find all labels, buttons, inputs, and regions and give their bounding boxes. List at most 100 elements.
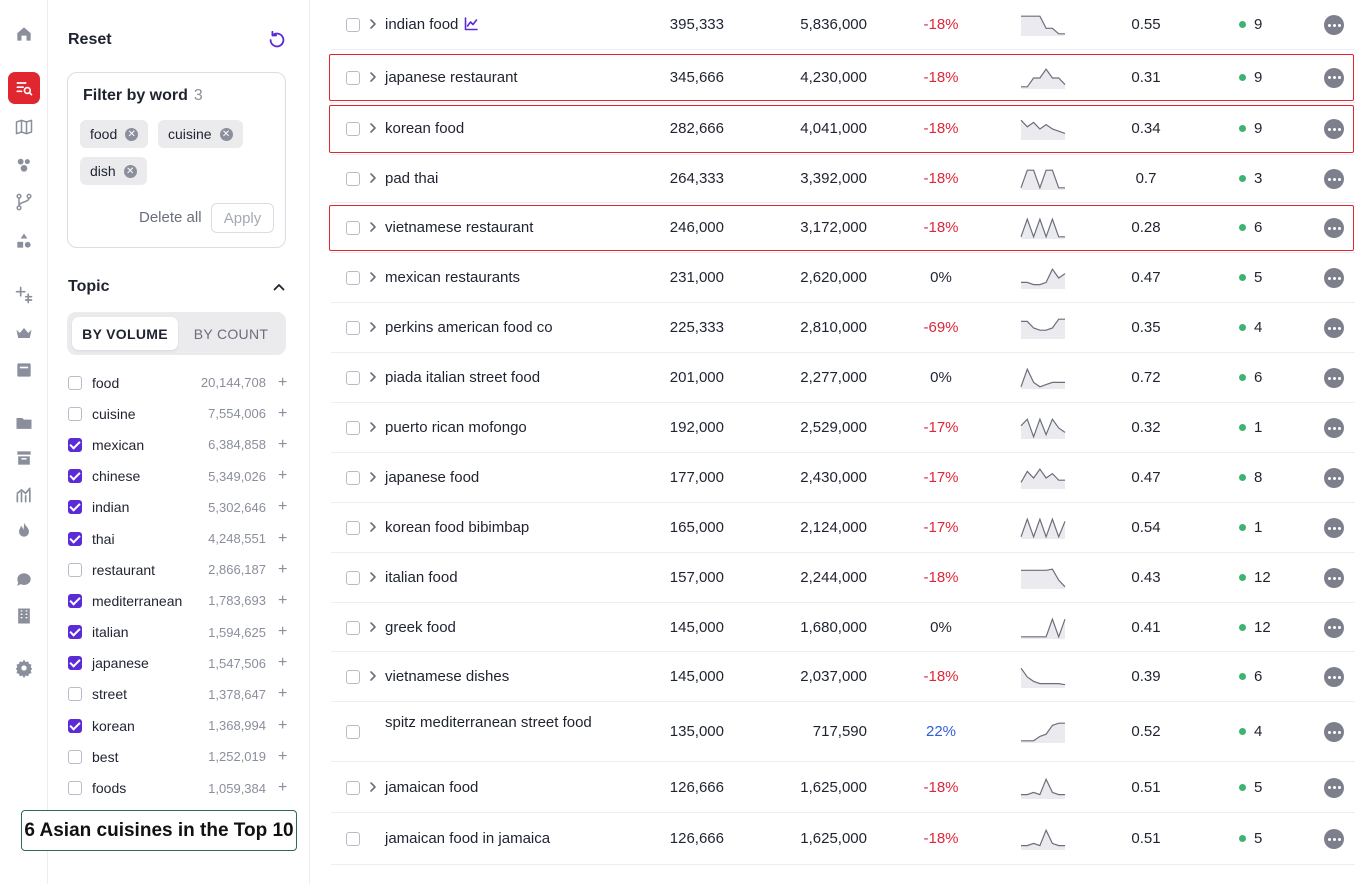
inbox-icon[interactable] xyxy=(12,446,36,470)
keyword-cell[interactable]: piada italian street food xyxy=(385,368,595,387)
topic-item-thai[interactable]: thai 4,248,551 + xyxy=(68,523,288,554)
row-checkbox[interactable] xyxy=(346,725,360,739)
flame-icon[interactable] xyxy=(12,518,36,542)
topic-item-chinese[interactable]: chinese 5,349,026 + xyxy=(68,461,288,492)
chip-dish[interactable]: dish ✕ xyxy=(80,157,147,185)
topic-checkbox[interactable] xyxy=(68,406,82,421)
row-checkbox[interactable] xyxy=(346,521,360,535)
trend-chart-icon[interactable] xyxy=(464,17,479,31)
add-topic-button[interactable]: + xyxy=(278,529,288,547)
chip-food[interactable]: food ✕ xyxy=(80,120,149,148)
topic-item-restaurant[interactable]: restaurant 2,866,187 + xyxy=(68,554,288,585)
building-icon[interactable] xyxy=(12,604,36,628)
row-checkbox[interactable] xyxy=(346,670,360,684)
table-row[interactable]: mexican restaurants 231,000 2,620,000 0% 0.4… xyxy=(331,253,1355,303)
row-checkbox[interactable] xyxy=(346,271,360,285)
audience-icon[interactable] xyxy=(12,153,36,177)
more-options-icon[interactable] xyxy=(1324,777,1344,798)
topic-checkbox[interactable] xyxy=(68,656,82,671)
table-row[interactable]: vietnamese dishes 145,000 2,037,000 -18% 0.3… xyxy=(331,652,1355,702)
by-volume-tab[interactable]: BY VOLUME xyxy=(72,317,178,350)
keyword-cell[interactable]: italian food xyxy=(385,568,595,587)
topic-checkbox[interactable] xyxy=(68,718,82,733)
keyword-cell[interactable]: spitz mediterranean street food xyxy=(385,713,595,732)
topic-checkbox[interactable] xyxy=(68,437,82,452)
more-options-icon[interactable] xyxy=(1324,119,1344,139)
archive-box-icon[interactable] xyxy=(12,358,36,382)
row-checkbox[interactable] xyxy=(346,421,360,435)
table-row[interactable]: spitz mediterranean street food 135,000 71… xyxy=(331,702,1355,762)
more-options-icon[interactable] xyxy=(1324,568,1344,588)
keyword-cell[interactable]: pad thai xyxy=(385,169,595,188)
topic-checkbox[interactable] xyxy=(68,687,82,702)
add-topic-button[interactable]: + xyxy=(278,404,288,422)
row-checkbox[interactable] xyxy=(346,221,360,235)
analytics-icon[interactable] xyxy=(12,483,36,507)
remove-chip-icon[interactable]: ✕ xyxy=(219,127,233,141)
row-checkbox[interactable] xyxy=(346,122,360,136)
add-topic-button[interactable]: + xyxy=(278,435,288,453)
row-checkbox[interactable] xyxy=(346,832,360,846)
keyword-cell[interactable]: vietnamese restaurant xyxy=(385,218,595,237)
more-options-icon[interactable] xyxy=(1324,829,1344,849)
crown-icon[interactable] xyxy=(12,321,36,345)
topic-item-foods[interactable]: foods 1,059,384 + xyxy=(68,772,288,803)
gear-icon[interactable] xyxy=(12,656,36,680)
delete-all-button[interactable]: Delete all xyxy=(139,209,202,226)
home-icon[interactable] xyxy=(12,22,36,46)
more-options-icon[interactable] xyxy=(1324,617,1344,638)
topic-checkbox[interactable] xyxy=(68,531,82,546)
chat-icon[interactable] xyxy=(12,568,36,592)
more-options-icon[interactable] xyxy=(1324,169,1344,189)
more-options-icon[interactable] xyxy=(1324,67,1344,88)
chevron-right-icon[interactable] xyxy=(368,321,378,333)
remove-chip-icon[interactable]: ✕ xyxy=(123,164,137,178)
add-topic-button[interactable]: + xyxy=(278,716,288,734)
topic-item-street[interactable]: street 1,378,647 + xyxy=(68,679,288,710)
chevron-right-icon[interactable] xyxy=(368,71,378,83)
keyword-cell[interactable]: vietnamese dishes xyxy=(385,667,595,686)
keyword-search-icon[interactable] xyxy=(8,72,40,104)
add-topic-button[interactable]: + xyxy=(278,498,288,516)
more-options-icon[interactable] xyxy=(1324,218,1344,238)
topic-item-korean[interactable]: korean 1,368,994 + xyxy=(68,710,288,741)
chevron-right-icon[interactable] xyxy=(368,621,378,633)
map-icon[interactable] xyxy=(12,115,36,139)
keyword-cell[interactable]: japanese food xyxy=(385,468,595,487)
table-row[interactable]: vietnamese restaurant 246,000 3,172,000 -18… xyxy=(331,203,1355,253)
topic-item-best[interactable]: best 1,252,019 + xyxy=(68,741,288,772)
shapes-icon[interactable] xyxy=(12,229,36,253)
add-topic-button[interactable]: + xyxy=(278,685,288,703)
keyword-cell[interactable]: puerto rican mofongo xyxy=(385,418,595,437)
plus-grid-icon[interactable] xyxy=(12,283,36,307)
reset-icon[interactable] xyxy=(266,29,288,51)
topic-item-indian[interactable]: indian 5,302,646 + xyxy=(68,492,288,523)
chevron-right-icon[interactable] xyxy=(368,421,378,433)
topic-checkbox[interactable] xyxy=(68,562,82,577)
topic-checkbox[interactable] xyxy=(68,500,82,515)
keyword-cell[interactable]: indian food xyxy=(385,15,595,34)
chevron-right-icon[interactable] xyxy=(368,471,378,483)
table-row[interactable]: piada italian street food 201,000 2,277,00… xyxy=(331,353,1355,403)
flow-icon[interactable] xyxy=(12,190,36,214)
row-checkbox[interactable] xyxy=(346,321,360,335)
row-checkbox[interactable] xyxy=(346,780,360,795)
chevron-right-icon[interactable] xyxy=(368,571,378,583)
chevron-right-icon[interactable] xyxy=(368,271,378,283)
more-options-icon[interactable] xyxy=(1324,318,1344,338)
chevron-right-icon[interactable] xyxy=(368,18,378,30)
keyword-cell[interactable]: korean food xyxy=(385,119,595,138)
row-checkbox[interactable] xyxy=(346,620,360,635)
keyword-cell[interactable]: perkins american food co xyxy=(385,318,595,337)
add-topic-button[interactable]: + xyxy=(278,467,288,485)
add-topic-button[interactable]: + xyxy=(278,560,288,578)
apply-button[interactable]: Apply xyxy=(211,203,274,233)
row-checkbox[interactable] xyxy=(346,471,360,485)
add-topic-button[interactable]: + xyxy=(278,747,288,765)
topic-checkbox[interactable] xyxy=(68,593,82,608)
topic-header[interactable]: Topic xyxy=(68,275,286,299)
table-row[interactable]: perkins american food co 225,333 2,810,000… xyxy=(331,303,1355,353)
add-topic-button[interactable]: + xyxy=(278,779,288,797)
row-checkbox[interactable] xyxy=(346,172,360,186)
table-row[interactable]: italian food 157,000 2,244,000 -18% 0.43 12 xyxy=(331,553,1355,603)
